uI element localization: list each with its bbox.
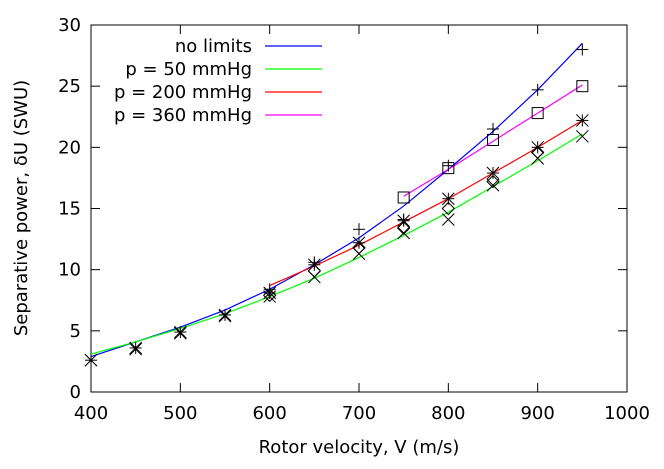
marker-square [442, 162, 455, 175]
series-line [90, 42, 583, 358]
marker-cross [486, 178, 500, 192]
series-line [90, 133, 583, 355]
series-lines [90, 42, 583, 358]
marker-star [575, 114, 589, 127]
marker-plus [353, 223, 365, 236]
marker-plus [576, 43, 589, 56]
series-line [403, 84, 583, 197]
marker-diamond [530, 145, 545, 159]
legend-label: p = 360 mmHg [114, 105, 252, 126]
x-tick-label: 500 [163, 403, 197, 424]
marker-square [531, 107, 544, 120]
data-markers [84, 43, 589, 367]
marker-plus [531, 83, 544, 96]
y-tick-label: 5 [70, 321, 81, 342]
legend-label: p = 50 mmHg [125, 59, 252, 80]
y-tick-label: 15 [58, 199, 81, 220]
y-axis-label: Separative power, δU (SWU) [11, 80, 32, 336]
marker-cross [575, 129, 589, 143]
marker-star [397, 214, 411, 228]
marker-diamond [307, 264, 322, 278]
marker-diamond [486, 174, 500, 189]
marker-star [352, 236, 366, 250]
legend-label: p = 200 mmHg [114, 82, 252, 103]
x-tick-label: 600 [252, 403, 286, 424]
marker-square [576, 80, 589, 93]
y-tick-label: 30 [58, 15, 81, 36]
y-tick-label: 20 [58, 137, 81, 158]
series-line [269, 119, 583, 287]
marker-diamond [396, 221, 411, 235]
axes: 400 500 600 700 800 900 1000 0 5 10 15 20 25 30 [58, 15, 650, 424]
marker-cross [441, 213, 455, 226]
marker-plus [442, 159, 455, 172]
x-axis-label: Rotor velocity, V (m/s) [259, 437, 460, 458]
marker-diamond [352, 240, 366, 255]
marker-star [173, 325, 187, 339]
y-tick-label: 0 [70, 382, 81, 403]
marker-diamond [262, 288, 277, 303]
marker-star [129, 341, 143, 355]
marker-star [531, 140, 545, 154]
x-tick-label: 900 [520, 403, 554, 424]
marker-star [218, 308, 232, 322]
marker-cross [397, 226, 411, 240]
marker-plus [487, 122, 499, 135]
marker-square [487, 133, 499, 146]
x-tick-label: 800 [431, 403, 465, 424]
y-tick-label: 10 [58, 260, 81, 281]
x-tick-label: 700 [342, 403, 376, 424]
marker-star [84, 353, 98, 367]
x-tick-label: 1000 [604, 403, 650, 424]
legend-label: no limits [175, 36, 252, 57]
x-tick-label: 400 [74, 403, 108, 424]
marker-star [486, 166, 500, 180]
marker-diamond [441, 201, 456, 216]
marker-square [397, 191, 410, 204]
y-tick-label: 25 [58, 76, 81, 97]
